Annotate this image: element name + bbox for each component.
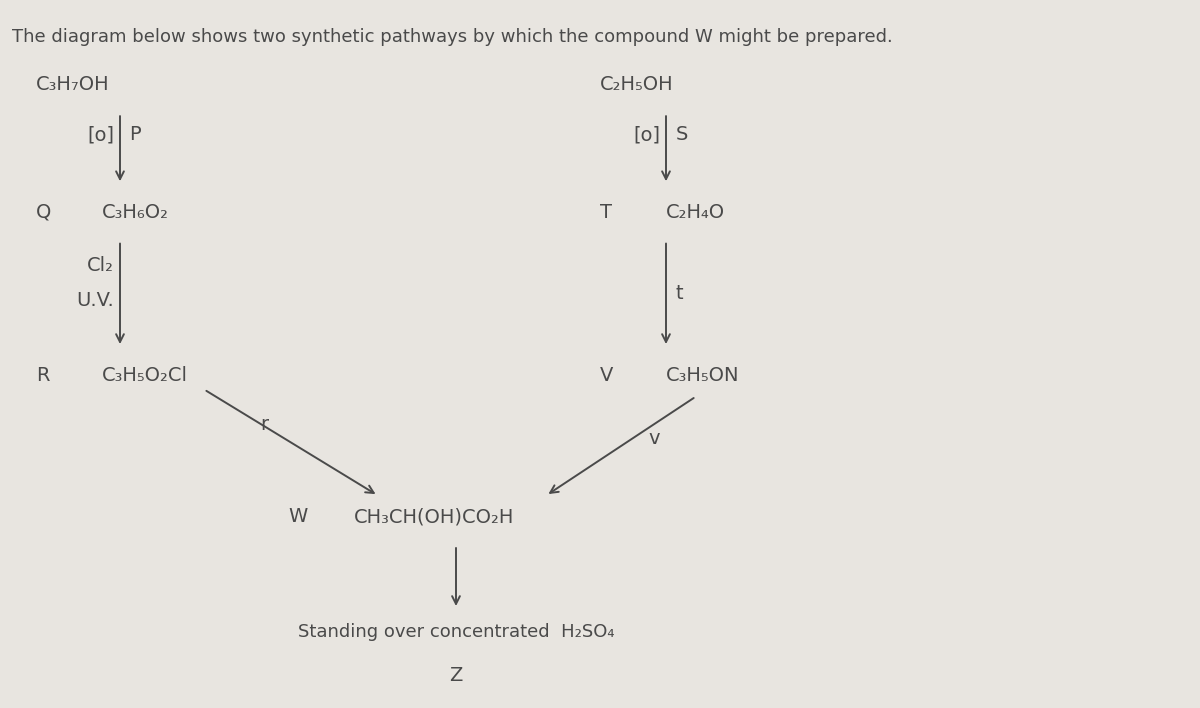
Text: Standing over concentrated  H₂SO₄: Standing over concentrated H₂SO₄	[298, 623, 614, 641]
Text: C₃H₅ON: C₃H₅ON	[666, 366, 739, 384]
Text: U.V.: U.V.	[77, 292, 114, 310]
Text: [o]: [o]	[88, 125, 114, 144]
Text: CH₃CH(OH)CO₂H: CH₃CH(OH)CO₂H	[354, 508, 515, 526]
Text: W: W	[288, 508, 307, 526]
Text: t: t	[676, 285, 683, 303]
Text: The diagram below shows two synthetic pathways by which the compound W might be : The diagram below shows two synthetic pa…	[12, 28, 893, 46]
Text: r: r	[260, 416, 268, 434]
Text: Z: Z	[449, 666, 463, 685]
Text: Cl₂: Cl₂	[88, 256, 114, 275]
Text: C₃H₆O₂: C₃H₆O₂	[102, 203, 169, 222]
Text: [o]: [o]	[634, 125, 660, 144]
Text: Q: Q	[36, 203, 52, 222]
Text: C₂H₄O: C₂H₄O	[666, 203, 725, 222]
Text: C₃H₅O₂Cl: C₃H₅O₂Cl	[102, 366, 188, 384]
Text: V: V	[600, 366, 613, 384]
Text: C₂H₅OH: C₂H₅OH	[600, 76, 673, 94]
Text: P: P	[130, 125, 142, 144]
Text: S: S	[676, 125, 688, 144]
Text: v: v	[648, 430, 660, 448]
Text: R: R	[36, 366, 49, 384]
Text: T: T	[600, 203, 612, 222]
Text: C₃H₇OH: C₃H₇OH	[36, 76, 109, 94]
